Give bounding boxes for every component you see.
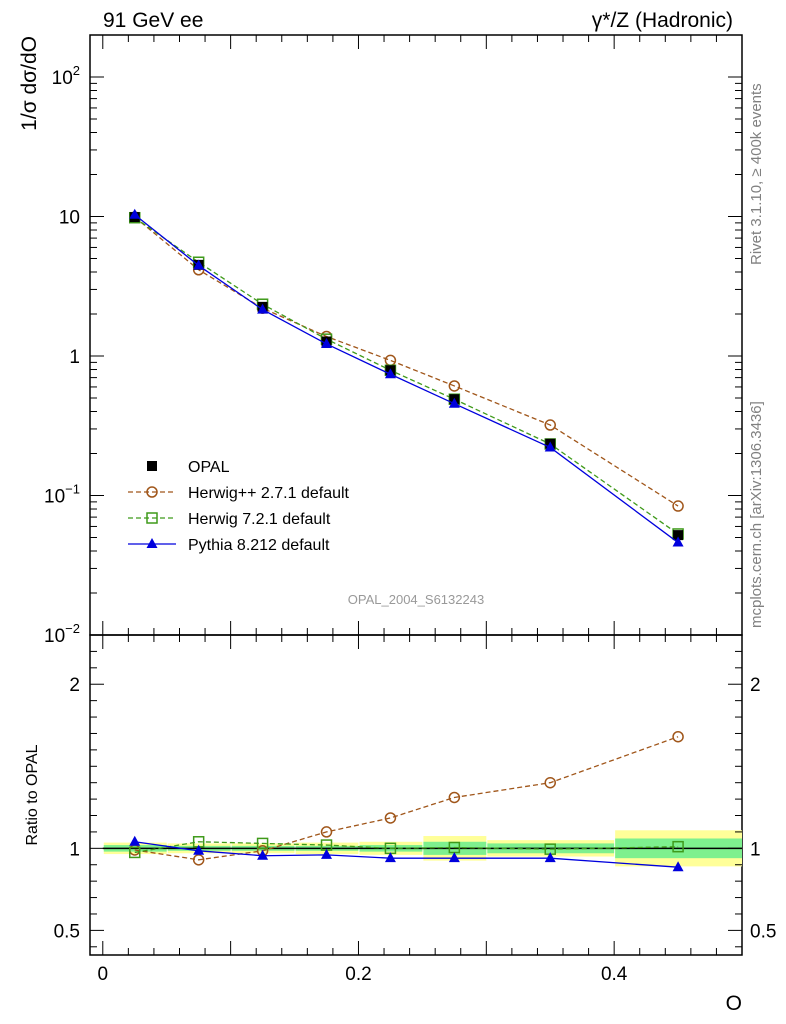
main-point-herwig-2-7-1-default [384, 354, 397, 367]
ratio-point-pythia-8-212-default [384, 852, 396, 863]
main-point-pythia-8-212-default [448, 397, 460, 408]
legend-marker-herwig-7-2-1-default [146, 512, 158, 524]
y-tick-label-base: 10 [52, 68, 73, 89]
y-axis-label-ratio: Ratio to OPAL [24, 744, 41, 845]
ratio-point-pythia-8-212-default [672, 861, 684, 872]
y-tick-label: 10−1 [44, 481, 80, 507]
ratio-point-herwig-7-2-1-default [256, 837, 269, 850]
main-line-herwig-2-7-1-default [134, 216, 679, 507]
ratio-point-pythia-8-212-default [448, 852, 460, 863]
main-line-pythia-8-212-default [134, 214, 679, 544]
main-point-pythia-8-212-default [321, 337, 333, 348]
ratio-point-herwig-7-2-1-default [128, 846, 141, 859]
ratio-point-pythia-8-212-default [129, 835, 141, 846]
ratio-y-tick-label-left: 2 [69, 675, 80, 696]
ratio-point-herwig-2-7-1-default [192, 854, 205, 866]
ratio-line-pythia-8-212-default [134, 841, 679, 868]
main-line-herwig-7-2-1-default [134, 217, 679, 535]
x-axis-label: O [726, 992, 742, 1015]
legend-marker-pythia-8-212-default [146, 538, 158, 548]
y-tick-label: 102 [52, 63, 80, 89]
legend-marker-herwig-2-7-1-default [146, 486, 158, 498]
ratio-point-herwig-2-7-1-default [544, 776, 556, 789]
main-point-opal [673, 530, 684, 541]
ratio-point-herwig-2-7-1-default [448, 791, 461, 804]
mcplots-label: mcplots.cern.ch [arXiv:1306.3436] [748, 401, 765, 628]
title-right: γ*/Z (Hadronic) [592, 9, 733, 32]
ratio-point-herwig-7-2-1-default [672, 840, 684, 853]
legend: OPAL Herwig++ 2.7.1 default Herwig 7.2.1 d… [128, 459, 350, 554]
ratio-point-herwig-2-7-1-default [384, 812, 397, 824]
ratio-line-herwig-7-2-1-default [134, 841, 679, 854]
main-point-pythia-8-212-default [672, 536, 684, 547]
ratio-point-herwig-2-7-1-default [672, 730, 684, 743]
ratio-series [128, 730, 684, 872]
main-point-herwig-2-7-1-default [544, 419, 556, 431]
main-point-pythia-8-212-default [257, 303, 269, 314]
ratio-point-pythia-8-212-default [193, 844, 205, 855]
ratio-point-pythia-8-212-default [321, 848, 333, 859]
x-tick-label: 0.4 [601, 964, 628, 985]
main-point-pythia-8-212-default [544, 441, 556, 452]
ratio-point-herwig-2-7-1-default [320, 826, 333, 838]
legend-marker-opal [147, 461, 157, 471]
main-point-pythia-8-212-default [129, 208, 141, 219]
ratio-y-tick-label-left: 1 [69, 839, 80, 860]
main-point-pythia-8-212-default [193, 259, 205, 270]
y-tick-label-base: 10 [44, 626, 65, 647]
y-axis-label-main: 1/σ dσ/dO [18, 36, 41, 131]
y-tick-label: 10 [59, 207, 80, 228]
y-tick-label-exponent: −2 [65, 621, 80, 636]
ratio-y-tick-label-right: 1 [750, 839, 761, 860]
y-tick-label-exponent: −1 [65, 481, 80, 496]
ratio-y-tick-label-right: 0.5 [750, 921, 776, 942]
y-tick-label-base: 10 [59, 207, 80, 228]
legend-label-pythia-8-212-default: Pythia 8.212 default [188, 537, 330, 554]
rivet-version-label: Rivet 3.1.10, ≥ 400k events [748, 83, 765, 265]
ratio-axis-ticks: 0.5 0.5 1 1 2 2 0 0.2 0.4 [54, 635, 776, 985]
y-tick-label-exponent: 2 [73, 63, 80, 78]
ratio-point-pythia-8-212-default [257, 849, 269, 860]
legend-label-opal: OPAL [188, 459, 230, 476]
y-tick-label: 10−2 [44, 621, 80, 647]
legend-label-herwig-7-2-1-default: Herwig 7.2.1 default [188, 511, 331, 528]
ratio-y-tick-label-right: 2 [750, 675, 761, 696]
ratio-line-herwig-2-7-1-default [134, 736, 679, 861]
ratio-y-tick-label-left: 0.5 [54, 921, 80, 942]
ratio-point-pythia-8-212-default [544, 852, 556, 863]
title-left: 91 GeV ee [103, 9, 203, 32]
y-tick-label-base: 1 [69, 347, 80, 368]
y-tick-label-base: 10 [44, 486, 65, 507]
legend-label-herwig-2-7-1-default: Herwig++ 2.7.1 default [188, 485, 350, 502]
main-point-herwig-2-7-1-default [672, 500, 684, 512]
main-point-herwig-2-7-1-default [448, 380, 461, 392]
x-tick-label: 0.2 [345, 964, 371, 985]
analysis-id-label: OPAL_2004_S6132243 [348, 592, 484, 607]
ratio-panel-frame [89, 634, 743, 956]
y-tick-label: 1 [69, 347, 80, 368]
x-tick-label: 0 [97, 964, 108, 985]
main-point-pythia-8-212-default [384, 368, 396, 379]
main-series [128, 208, 684, 547]
